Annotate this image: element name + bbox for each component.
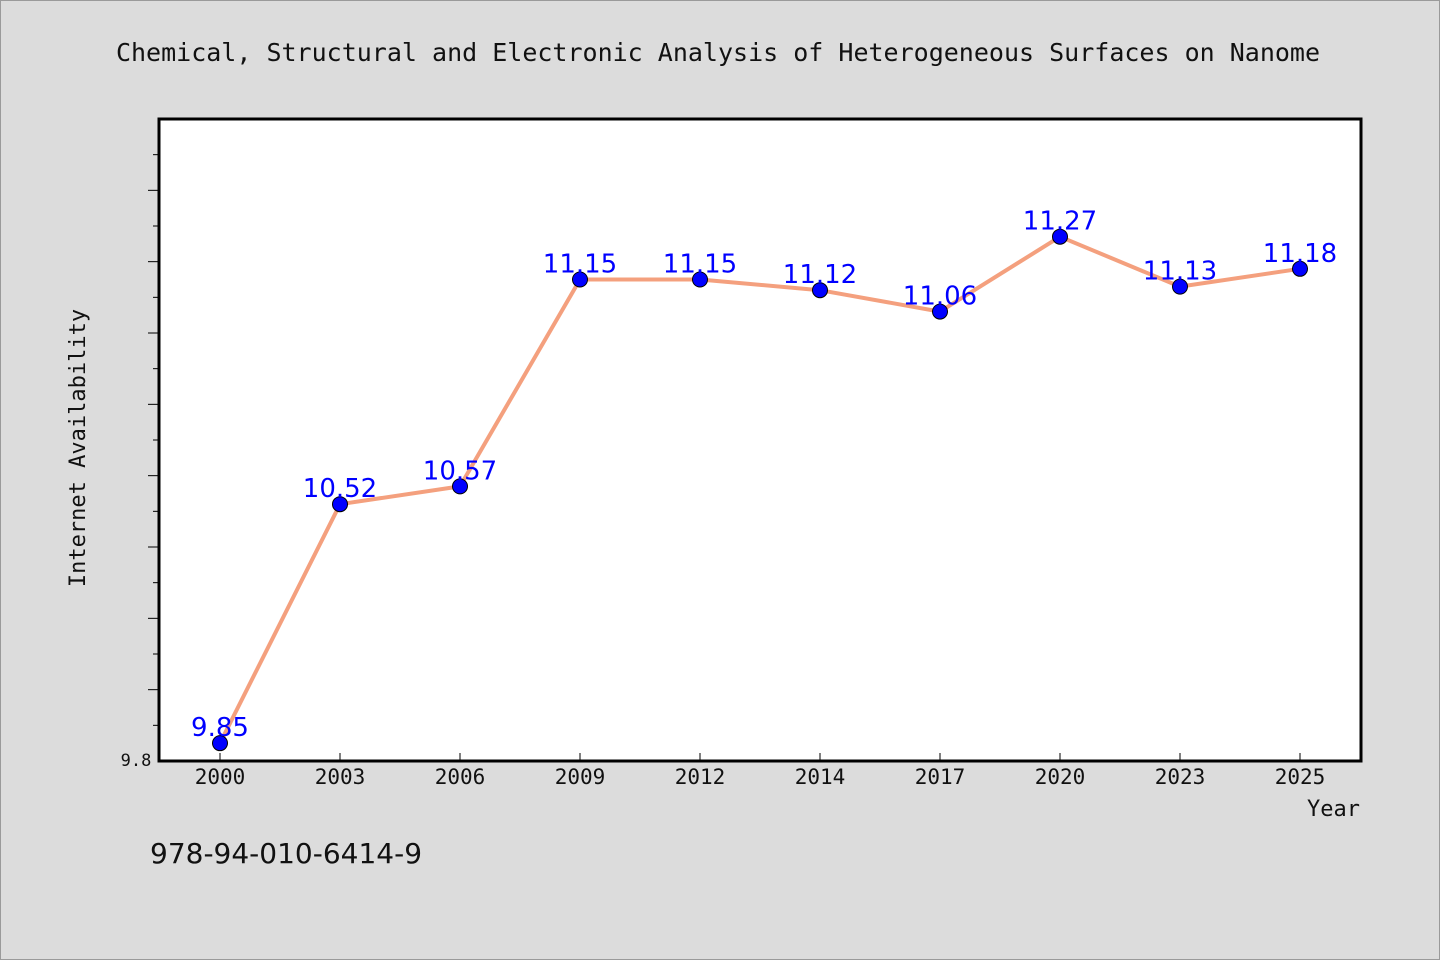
series-line — [218, 234, 1301, 745]
data-label: 11.13 — [1143, 257, 1217, 287]
chart-title: Chemical, Structural and Electronic Anal… — [116, 38, 1320, 67]
x-tick-label: 2023 — [1155, 765, 1206, 789]
isbn-text: 978-94-010-6414-9 — [150, 837, 422, 870]
data-point — [332, 496, 348, 513]
data-point — [932, 303, 948, 320]
data-label: 11.27 — [1023, 207, 1097, 237]
data-point — [1052, 228, 1068, 245]
x-tick-label: 2014 — [795, 765, 846, 789]
y-tick-label: 9.8 — [121, 751, 152, 771]
data-labels: 9.85 10.52 10.57 11.15 11.15 11.12 11.06 11.27 1… — [191, 207, 1337, 743]
data-label: 11.15 — [543, 250, 617, 280]
x-tick-label: 2025 — [1275, 765, 1326, 789]
data-label: 10.52 — [303, 474, 377, 504]
x-tick-label: 2012 — [675, 765, 726, 789]
x-axis-ticks: 2000 2003 2006 2009 2012 2014 2017 2020 2023 2025 — [195, 753, 1326, 789]
x-tick-label: 2017 — [915, 765, 966, 789]
x-tick-label: 2020 — [1035, 765, 1086, 789]
data-label: 10.57 — [423, 456, 497, 486]
data-label: 11.12 — [783, 260, 857, 290]
data-label: 11.06 — [903, 282, 977, 312]
x-tick-label: 2003 — [315, 765, 366, 789]
plot-area — [157, 117, 1363, 763]
y-axis-label: Internet Availability — [66, 309, 91, 587]
data-label: 11.18 — [1263, 239, 1337, 269]
data-point — [1292, 260, 1308, 277]
data-point — [1172, 278, 1188, 295]
data-point — [452, 478, 468, 495]
data-label: 11.15 — [663, 250, 737, 280]
x-tick-label: 2000 — [195, 765, 246, 789]
data-markers — [212, 228, 1308, 752]
data-point — [212, 735, 228, 752]
data-label: 9.85 — [191, 713, 249, 743]
data-point — [692, 271, 708, 288]
x-tick-label: 2006 — [435, 765, 486, 789]
y-axis-ticks — [148, 154, 159, 726]
x-tick-label: 2009 — [555, 765, 606, 789]
data-point — [812, 282, 828, 299]
data-point — [572, 271, 588, 288]
x-axis-label: Year — [1307, 797, 1360, 822]
